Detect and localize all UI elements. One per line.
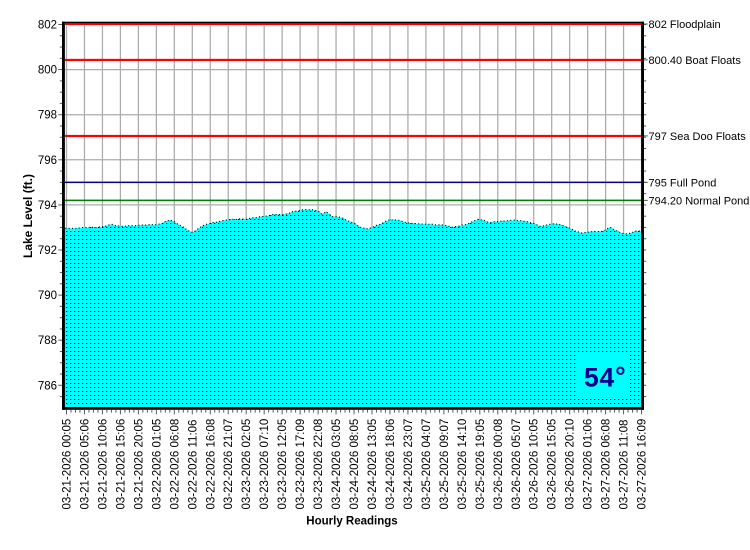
svg-text:03-26-2026 10:05: 03-26-2026 10:05 — [529, 419, 541, 510]
svg-text:03-22-2026 11:06: 03-22-2026 11:06 — [187, 420, 199, 510]
svg-text:797 Sea Doo Floats: 797 Sea Doo Floats — [649, 131, 747, 143]
svg-text:03-23-2026 17:09: 03-23-2026 17:09 — [295, 419, 307, 510]
svg-text:03-21-2026 00:05: 03-21-2026 00:05 — [62, 419, 74, 510]
svg-text:03-22-2026 16:08: 03-22-2026 16:08 — [205, 419, 217, 510]
svg-text:798: 798 — [38, 110, 57, 122]
svg-text:03-27-2026 06:08: 03-27-2026 06:08 — [601, 419, 613, 510]
svg-text:788: 788 — [38, 335, 57, 347]
svg-text:03-27-2026 16:09: 03-27-2026 16:09 — [637, 419, 649, 510]
svg-text:792: 792 — [38, 245, 57, 257]
svg-text:800.40 Boat Floats: 800.40 Boat Floats — [649, 55, 742, 67]
svg-text:03-24-2026 23:07: 03-24-2026 23:07 — [403, 419, 415, 510]
svg-text:03-23-2026 02:05: 03-23-2026 02:05 — [241, 419, 253, 510]
svg-text:03-22-2026 21:07: 03-22-2026 21:07 — [223, 419, 235, 510]
svg-text:03-27-2026 11:08: 03-27-2026 11:08 — [619, 420, 631, 510]
svg-text:03-21-2026 10:06: 03-21-2026 10:06 — [97, 419, 109, 510]
svg-text:Hourly Readings: Hourly Readings — [306, 516, 397, 528]
svg-text:802: 802 — [38, 20, 57, 32]
svg-text:03-25-2026 19:05: 03-25-2026 19:05 — [475, 419, 487, 510]
svg-text:03-24-2026 03:05: 03-24-2026 03:05 — [331, 419, 343, 510]
svg-text:03-21-2026 05:06: 03-21-2026 05:06 — [79, 419, 91, 510]
svg-text:786: 786 — [38, 380, 57, 392]
svg-text:03-24-2026 18:06: 03-24-2026 18:06 — [385, 419, 397, 510]
svg-text:Lake Level (ft.): Lake Level (ft.) — [21, 174, 35, 258]
svg-text:03-23-2026 07:10: 03-23-2026 07:10 — [259, 419, 271, 510]
svg-text:03-23-2026 12:05: 03-23-2026 12:05 — [277, 419, 289, 510]
svg-text:802 Floodplain: 802 Floodplain — [649, 19, 721, 31]
svg-text:03-23-2026 22:08: 03-23-2026 22:08 — [313, 419, 325, 510]
svg-text:794: 794 — [38, 200, 58, 212]
svg-text:03-22-2026 06:08: 03-22-2026 06:08 — [169, 419, 181, 510]
svg-text:795 Full Pond: 795 Full Pond — [649, 177, 717, 189]
svg-text:03-27-2026 01:06: 03-27-2026 01:06 — [583, 419, 595, 510]
svg-text:790: 790 — [38, 290, 57, 302]
svg-text:800: 800 — [38, 65, 57, 77]
svg-text:03-26-2026 05:07: 03-26-2026 05:07 — [511, 419, 523, 510]
svg-text:03-25-2026 09:07: 03-25-2026 09:07 — [439, 419, 451, 510]
svg-text:03-22-2026 01:05: 03-22-2026 01:05 — [151, 419, 163, 510]
svg-text:03-25-2026 04:07: 03-25-2026 04:07 — [421, 419, 433, 510]
svg-text:796: 796 — [38, 155, 57, 167]
svg-text:794.20 Normal Pond: 794.20 Normal Pond — [649, 195, 750, 207]
svg-text:03-25-2026 14:10: 03-25-2026 14:10 — [457, 419, 469, 510]
svg-text:03-24-2026 13:05: 03-24-2026 13:05 — [367, 419, 379, 510]
svg-text:03-26-2026 15:05: 03-26-2026 15:05 — [547, 419, 559, 510]
svg-text:54°: 54° — [584, 362, 626, 393]
svg-text:03-21-2026 15:06: 03-21-2026 15:06 — [115, 419, 127, 510]
svg-text:03-26-2026 20:10: 03-26-2026 20:10 — [565, 419, 577, 510]
svg-text:03-21-2026 20:05: 03-21-2026 20:05 — [133, 419, 145, 510]
svg-text:03-26-2026 00:08: 03-26-2026 00:08 — [493, 419, 505, 510]
svg-text:03-24-2026 08:05: 03-24-2026 08:05 — [349, 419, 361, 510]
